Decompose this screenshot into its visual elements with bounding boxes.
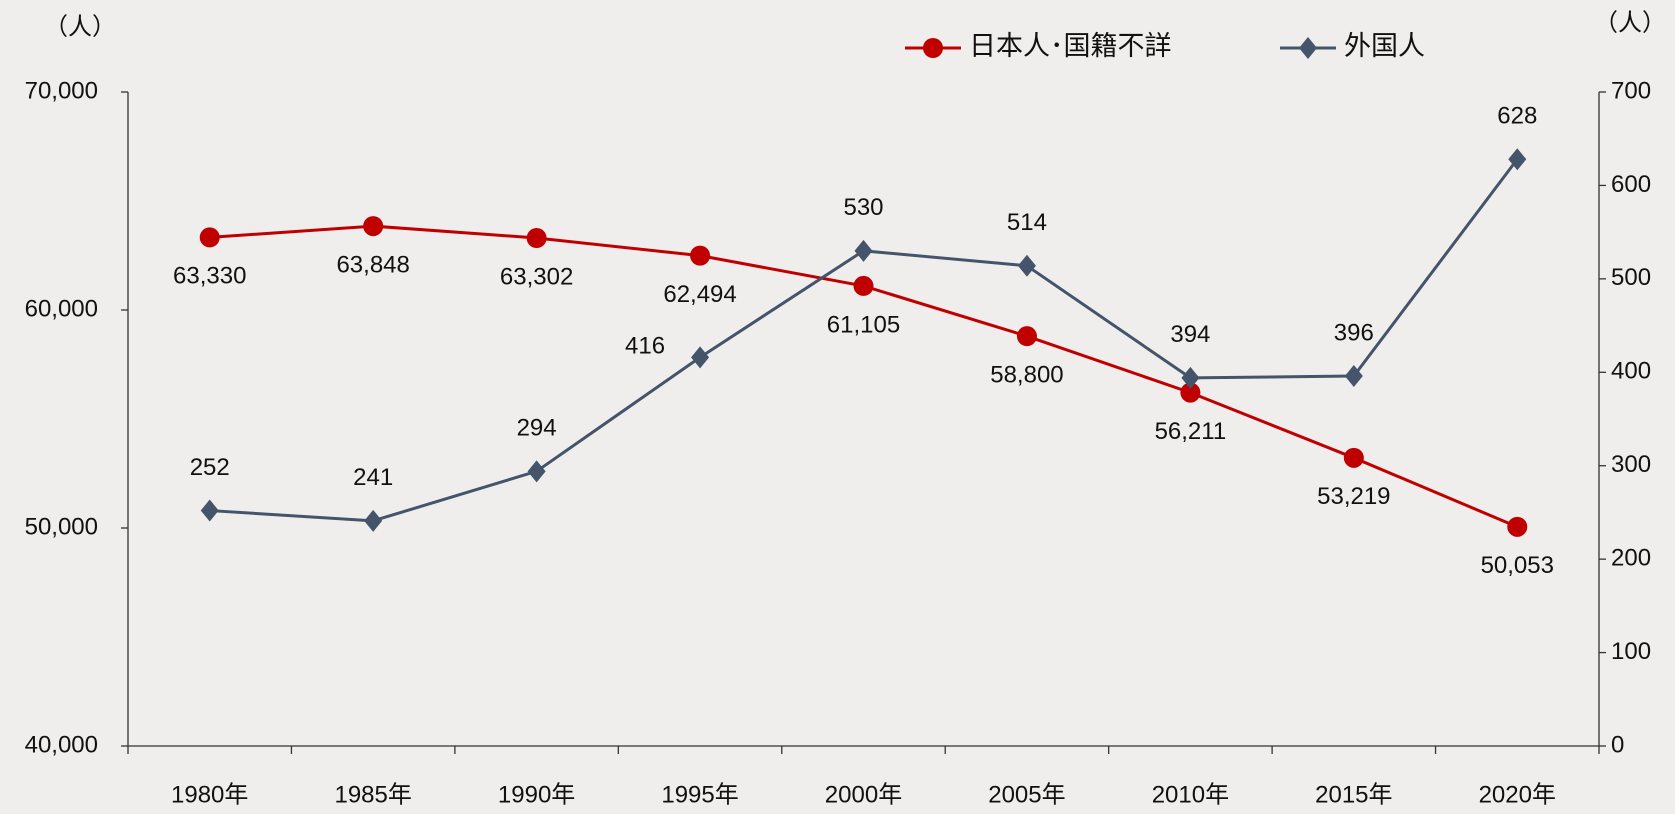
data-label: 56,211	[1155, 418, 1227, 445]
legend-marker	[923, 38, 943, 58]
y2-tick-label: 500	[1611, 264, 1651, 291]
marker	[199, 227, 220, 248]
marker	[1344, 365, 1363, 388]
y2-tick-label: 0	[1611, 731, 1624, 758]
legend-marker	[1299, 37, 1317, 59]
data-label: 294	[517, 415, 557, 442]
marker	[690, 245, 711, 266]
marker	[1508, 148, 1527, 171]
marker	[1181, 366, 1200, 389]
data-label: 61,105	[827, 311, 900, 338]
x-tick-label: 2000年	[825, 781, 902, 808]
data-label: 50,053	[1481, 552, 1554, 579]
marker	[363, 216, 384, 237]
data-label: 62,494	[663, 281, 736, 308]
marker	[1180, 382, 1201, 403]
data-label: 241	[353, 464, 393, 491]
data-label: 53,219	[1317, 483, 1390, 510]
data-label: 63,302	[500, 263, 573, 290]
y2-tick-label: 400	[1611, 358, 1651, 385]
marker	[1016, 326, 1037, 347]
marker	[691, 346, 710, 369]
data-label: 63,330	[173, 263, 246, 290]
x-tick-label: 1980年	[171, 781, 248, 808]
y2-tick-label: 300	[1611, 451, 1651, 478]
data-label: 394	[1170, 321, 1210, 348]
data-label: 530	[843, 194, 883, 221]
marker	[854, 239, 873, 262]
data-label: 252	[190, 454, 230, 481]
y2-tick-label: 600	[1611, 171, 1651, 198]
data-label: 396	[1334, 319, 1374, 346]
y-tick-label: 40,000	[25, 731, 98, 758]
x-tick-label: 2020年	[1479, 781, 1556, 808]
y2-tick-label: 100	[1611, 638, 1651, 665]
marker	[526, 228, 547, 249]
x-tick-label: 1985年	[334, 781, 411, 808]
marker	[1507, 516, 1528, 537]
marker	[200, 499, 219, 522]
y2-tick-label: 700	[1611, 77, 1651, 104]
data-label: 514	[1007, 209, 1047, 236]
y-tick-label: 60,000	[25, 295, 98, 322]
legend-label: 日本人･国籍不詳	[969, 31, 1172, 61]
x-tick-label: 1990年	[498, 781, 575, 808]
x-tick-label: 2010年	[1152, 781, 1229, 808]
data-label: 628	[1497, 103, 1537, 130]
y2-unit: （人）	[1594, 9, 1666, 36]
x-tick-label: 2015年	[1315, 781, 1392, 808]
x-tick-label: 2005年	[988, 781, 1065, 808]
data-label: 416	[625, 333, 665, 360]
data-label: 63,848	[336, 251, 409, 278]
marker	[853, 275, 874, 296]
y2-tick-label: 200	[1611, 544, 1651, 571]
marker	[1017, 254, 1036, 277]
data-label: 58,800	[990, 362, 1063, 389]
marker	[527, 460, 546, 483]
x-tick-label: 1995年	[661, 781, 738, 808]
marker	[1343, 447, 1364, 468]
y-tick-label: 70,000	[25, 77, 98, 104]
y-tick-label: 50,000	[25, 513, 98, 540]
y-unit: （人）	[44, 13, 116, 40]
marker	[364, 509, 383, 532]
legend-label: 外国人	[1344, 31, 1425, 61]
